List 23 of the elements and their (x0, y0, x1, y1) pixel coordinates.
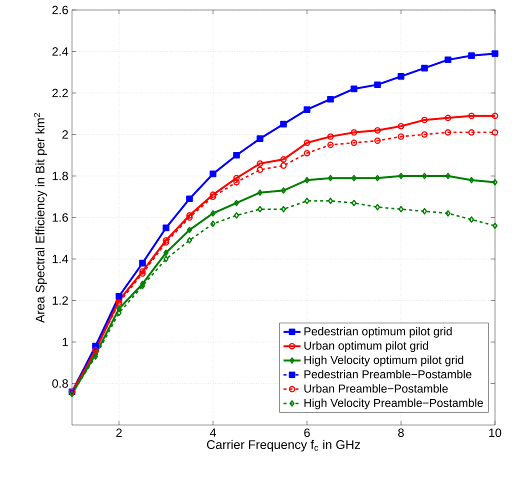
legend-label: High Velocity Preamble−Postamble (304, 398, 483, 410)
y-tick-label: 2.4 (52, 47, 68, 56)
x-tick-label: 8 (398, 428, 404, 438)
y-tick-label: 0.8 (52, 379, 68, 388)
y-tick-label: 2.6 (52, 6, 68, 14)
y-tick-label: 2 (62, 130, 68, 139)
x-tick-label: 10 (489, 428, 502, 438)
x-tick-label: 6 (304, 428, 310, 438)
x-axis-title: Carrier Frequency f$_{c}$ in GHz (207, 440, 360, 452)
y-axis-title: Area Spectral Efficiency in Bit per km$^{2}$ (34, 113, 47, 323)
legend-label: Urban optimum pilot grid (304, 341, 428, 352)
x-tick-label: 4 (210, 428, 216, 437)
x-tick-label: 2 (116, 428, 122, 437)
legend-label: Urban Preamble−Postamble (304, 384, 448, 393)
y-tick-label: 1.2 (52, 296, 68, 305)
y-tick-label: 1.4 (52, 254, 68, 264)
y-tick-label: 1 (62, 338, 68, 346)
y-tick-label: 1.6 (52, 213, 68, 222)
legend-label: Pedestrian optimum pilot grid (304, 326, 452, 338)
legend-label: Pedestrian Preamble−Postamble (304, 370, 472, 378)
legend-label: High Velocity optimum pilot grid (304, 356, 464, 366)
y-tick-label: 2.2 (52, 88, 68, 98)
y-tick-label: 1.8 (52, 172, 68, 180)
